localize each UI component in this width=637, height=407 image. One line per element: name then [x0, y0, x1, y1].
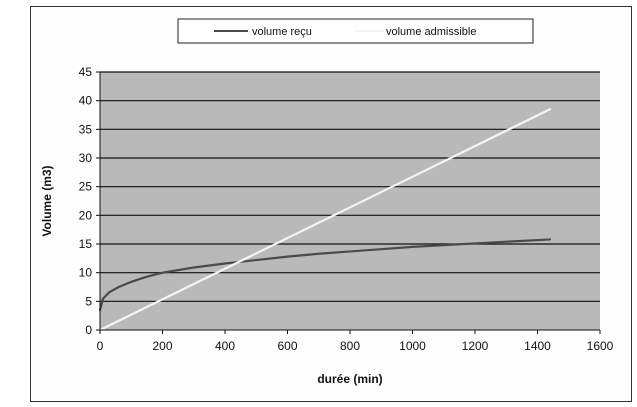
y-tick-label: 15: [79, 237, 93, 251]
plot-area: [100, 72, 600, 330]
x-tick-label: 200: [152, 339, 172, 353]
y-tick-label: 0: [85, 323, 92, 337]
legend-label-1: volume admissible: [386, 26, 476, 38]
x-tick-label: 1400: [524, 339, 551, 353]
y-tick-label: 45: [79, 65, 93, 79]
legend-label-0: volume reçu: [252, 26, 312, 38]
y-tick-label: 40: [79, 94, 93, 108]
x-tick-label: 600: [277, 339, 297, 353]
x-tick-label: 1000: [399, 339, 426, 353]
x-tick-label: 1200: [462, 339, 489, 353]
y-tick-label: 5: [85, 294, 92, 308]
series-line-1: [98, 108, 552, 332]
y-axis-title: Volume (m3): [40, 165, 54, 236]
y-tick-label: 30: [79, 151, 93, 165]
x-axis-title: durée (min): [317, 372, 382, 386]
series-line-0: [98, 238, 552, 312]
x-tick-label: 400: [215, 339, 235, 353]
y-tick-label: 35: [79, 122, 93, 136]
y-tick-label: 25: [79, 180, 93, 194]
x-tick-label: 1600: [587, 339, 614, 353]
x-tick-label: 0: [97, 339, 104, 353]
y-tick-label: 10: [79, 266, 93, 280]
y-tick-label: 20: [79, 208, 93, 222]
x-tick-label: 800: [340, 339, 360, 353]
